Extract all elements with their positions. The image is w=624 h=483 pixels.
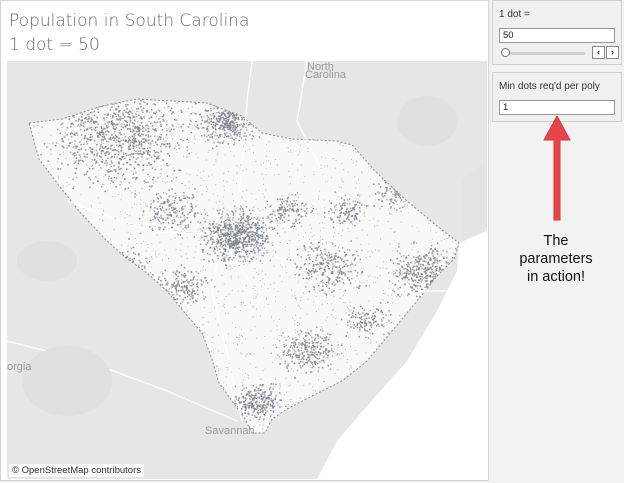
arrow-up-icon: [543, 116, 571, 221]
callout-line-2: parameters: [519, 251, 593, 267]
map-label-north: North: [307, 61, 334, 73]
chevron-right-icon: ›: [611, 47, 614, 57]
ocean: [317, 231, 487, 479]
callout-line-3: in action!: [526, 269, 586, 285]
increment-button[interactable]: ›: [606, 46, 619, 59]
map-canvas: [7, 61, 487, 479]
chevron-left-icon: ‹: [597, 47, 600, 57]
map-attribution[interactable]: © OpenStreetMap contributors: [9, 464, 144, 477]
worksheet-subtitle: 1 dot = 50: [9, 35, 100, 55]
dot-value-slider-track[interactable]: [505, 52, 585, 55]
parameter-min-dots-label: Min dots req'd per poly: [499, 81, 600, 92]
decrement-button[interactable]: ‹: [592, 46, 605, 59]
map-label-georgia: orgia: [7, 361, 32, 373]
parameter-min-dots: Min dots req'd per poly 1: [492, 72, 622, 122]
map-label-savannah: Savannah: [205, 425, 255, 437]
dot-density-map[interactable]: North Carolina orgia Savannah © OpenStre…: [7, 61, 487, 479]
parameter-dot-value-label: 1 dot =: [499, 9, 530, 20]
min-dots-input[interactable]: 1: [499, 100, 615, 115]
dot-value-slider-thumb[interactable]: [501, 48, 510, 57]
population-dots: [29, 99, 459, 433]
dot-value-input[interactable]: 50: [499, 28, 615, 43]
annotation-callout: The parameters in action!: [508, 232, 604, 286]
state-outline: [28, 98, 460, 434]
worksheet-title: Population in South Carolina: [9, 11, 250, 31]
callout-line-1: The: [543, 233, 569, 249]
map-label-carolina: Carolina: [305, 69, 346, 81]
map-worksheet: Population in South Carolina 1 dot = 50: [0, 0, 489, 481]
parameter-dot-value: 1 dot = 50 ‹ ›: [492, 0, 622, 65]
